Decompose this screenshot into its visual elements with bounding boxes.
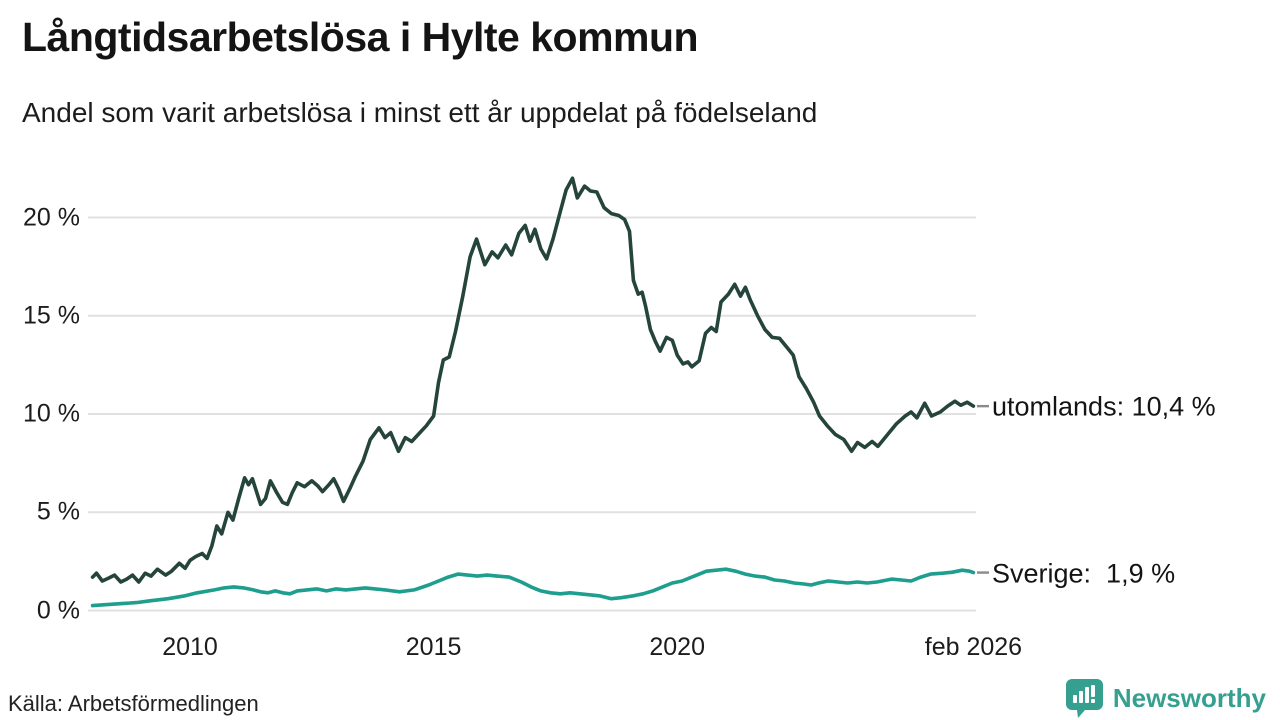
y-tick-label: 0 % xyxy=(36,596,80,624)
page-subtitle: Andel som varit arbetslösa i minst ett å… xyxy=(22,97,818,128)
y-tick-label: 20 % xyxy=(23,203,80,231)
series-end-label-utomlands: utomlands: 10,4 % xyxy=(992,391,1216,422)
brand-logo: Newsworthy xyxy=(1065,678,1266,719)
x-tick-label: 2015 xyxy=(405,633,462,661)
y-tick-label: 5 % xyxy=(36,497,80,526)
x-tick-label: 2020 xyxy=(649,633,705,661)
page-title: Långtidsarbetslösa i Hylte kommun xyxy=(22,14,699,60)
y-tick-label: 15 % xyxy=(23,301,80,330)
x-tick-label: feb 2026 xyxy=(924,633,1023,661)
brand-name: Newsworthy xyxy=(1112,683,1266,713)
newsworthy-bubble-chart-icon xyxy=(1065,679,1103,718)
x-tick-label: 2010 xyxy=(162,633,218,661)
y-tick-label: 10 % xyxy=(23,399,80,428)
source-note: Källa: Arbetsförmedlingen xyxy=(8,691,259,716)
series-line-Sverige xyxy=(90,567,976,608)
series-end-label-Sverige: Sverige: 1,9 % xyxy=(992,558,1176,589)
series-line-utomlands xyxy=(90,176,976,584)
